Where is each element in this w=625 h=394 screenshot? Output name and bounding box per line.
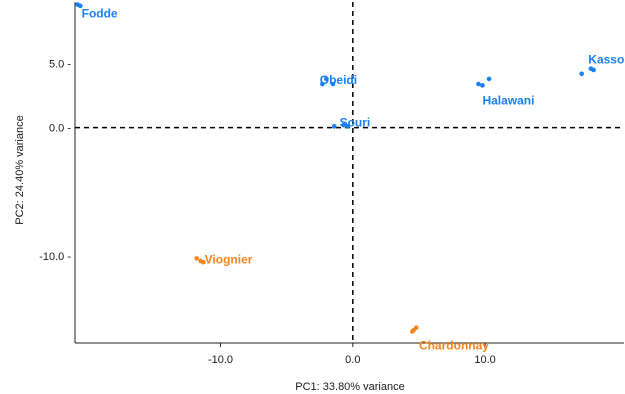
- point-label-souri: Souri: [340, 116, 371, 130]
- data-point-kassoufi: [579, 71, 584, 77]
- x-axis-title: PC1: 33.80% variance: [295, 381, 404, 393]
- data-point-obeidi: [320, 81, 325, 87]
- data-points: [75, 2, 596, 334]
- data-point-obeidi: [324, 76, 329, 82]
- data-point-kassoufi: [591, 67, 596, 73]
- y-tick-label: 0.0 -: [49, 123, 71, 135]
- reference-lines: [75, 2, 624, 343]
- x-tick-label: 10.0: [474, 354, 495, 366]
- data-point-viognier: [194, 256, 200, 261]
- data-point-viognier: [201, 259, 206, 265]
- data-point-souri: [331, 124, 337, 129]
- data-point-halawani: [476, 81, 481, 87]
- y-tick-label: -10.0 -: [39, 251, 71, 263]
- data-point-halawani: [480, 83, 485, 88]
- point-label-halawani: Halawani: [482, 94, 534, 108]
- point-label-viognier: Viognier: [205, 253, 253, 267]
- x-tick-label: -10.0: [208, 354, 233, 366]
- point-label-fodde: Fodde: [82, 7, 118, 21]
- data-point-souri: [345, 124, 350, 129]
- data-point-fodde: [77, 3, 83, 9]
- y-axis-title: PC2: 24.40% variance: [14, 115, 26, 224]
- x-tick-label: 0.0: [345, 354, 360, 366]
- point-label-kassoufi: Kassoufi: [588, 53, 625, 67]
- axis-ticks: -10.0 0.0 10.0 5.0 - 0.0 - -10.0 -: [39, 59, 496, 366]
- y-tick-label: 5.0 -: [49, 59, 71, 71]
- point-labels: Fodde Obeidi Souri Halawani Kassoufi Viognier…: [82, 7, 625, 353]
- data-point-halawani: [486, 76, 492, 82]
- data-point-chardonnay: [414, 325, 419, 330]
- point-label-chardonnay: Chardonnay: [419, 339, 489, 353]
- data-point-obeidi: [330, 81, 336, 87]
- point-label-obeidi: Obeidi: [320, 73, 357, 87]
- data-point-souri: [341, 122, 346, 128]
